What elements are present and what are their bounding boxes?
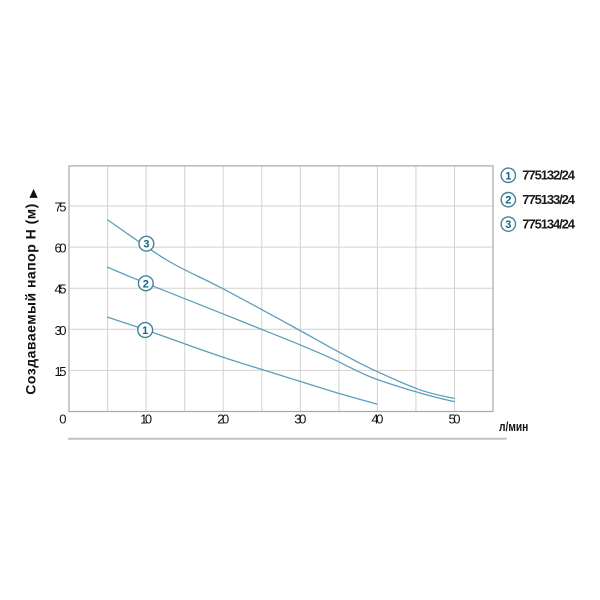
svg-text:3: 3 (505, 219, 511, 231)
svg-text:50: 50 (449, 412, 461, 427)
svg-text:45: 45 (55, 282, 67, 297)
svg-text:Создаваемый напор Н (м): Создаваемый напор Н (м) (23, 204, 39, 395)
svg-text:15: 15 (55, 364, 67, 379)
svg-text:775133/24: 775133/24 (522, 192, 575, 207)
svg-text:40: 40 (371, 412, 383, 427)
svg-text:30: 30 (294, 412, 306, 427)
svg-text:2: 2 (143, 278, 149, 290)
svg-text:30: 30 (55, 323, 67, 338)
svg-text:60: 60 (55, 241, 67, 256)
svg-text:1: 1 (505, 170, 511, 182)
svg-text:0: 0 (59, 412, 66, 427)
svg-text:775132/24: 775132/24 (522, 168, 575, 183)
svg-text:75: 75 (55, 200, 67, 215)
svg-text:2: 2 (505, 195, 511, 207)
svg-text:3: 3 (143, 239, 149, 251)
svg-text:л/мин: л/мин (499, 419, 528, 434)
svg-text:20: 20 (217, 412, 229, 427)
svg-text:10: 10 (140, 412, 152, 427)
svg-text:775134/24: 775134/24 (522, 216, 575, 231)
svg-text:1: 1 (142, 325, 148, 337)
